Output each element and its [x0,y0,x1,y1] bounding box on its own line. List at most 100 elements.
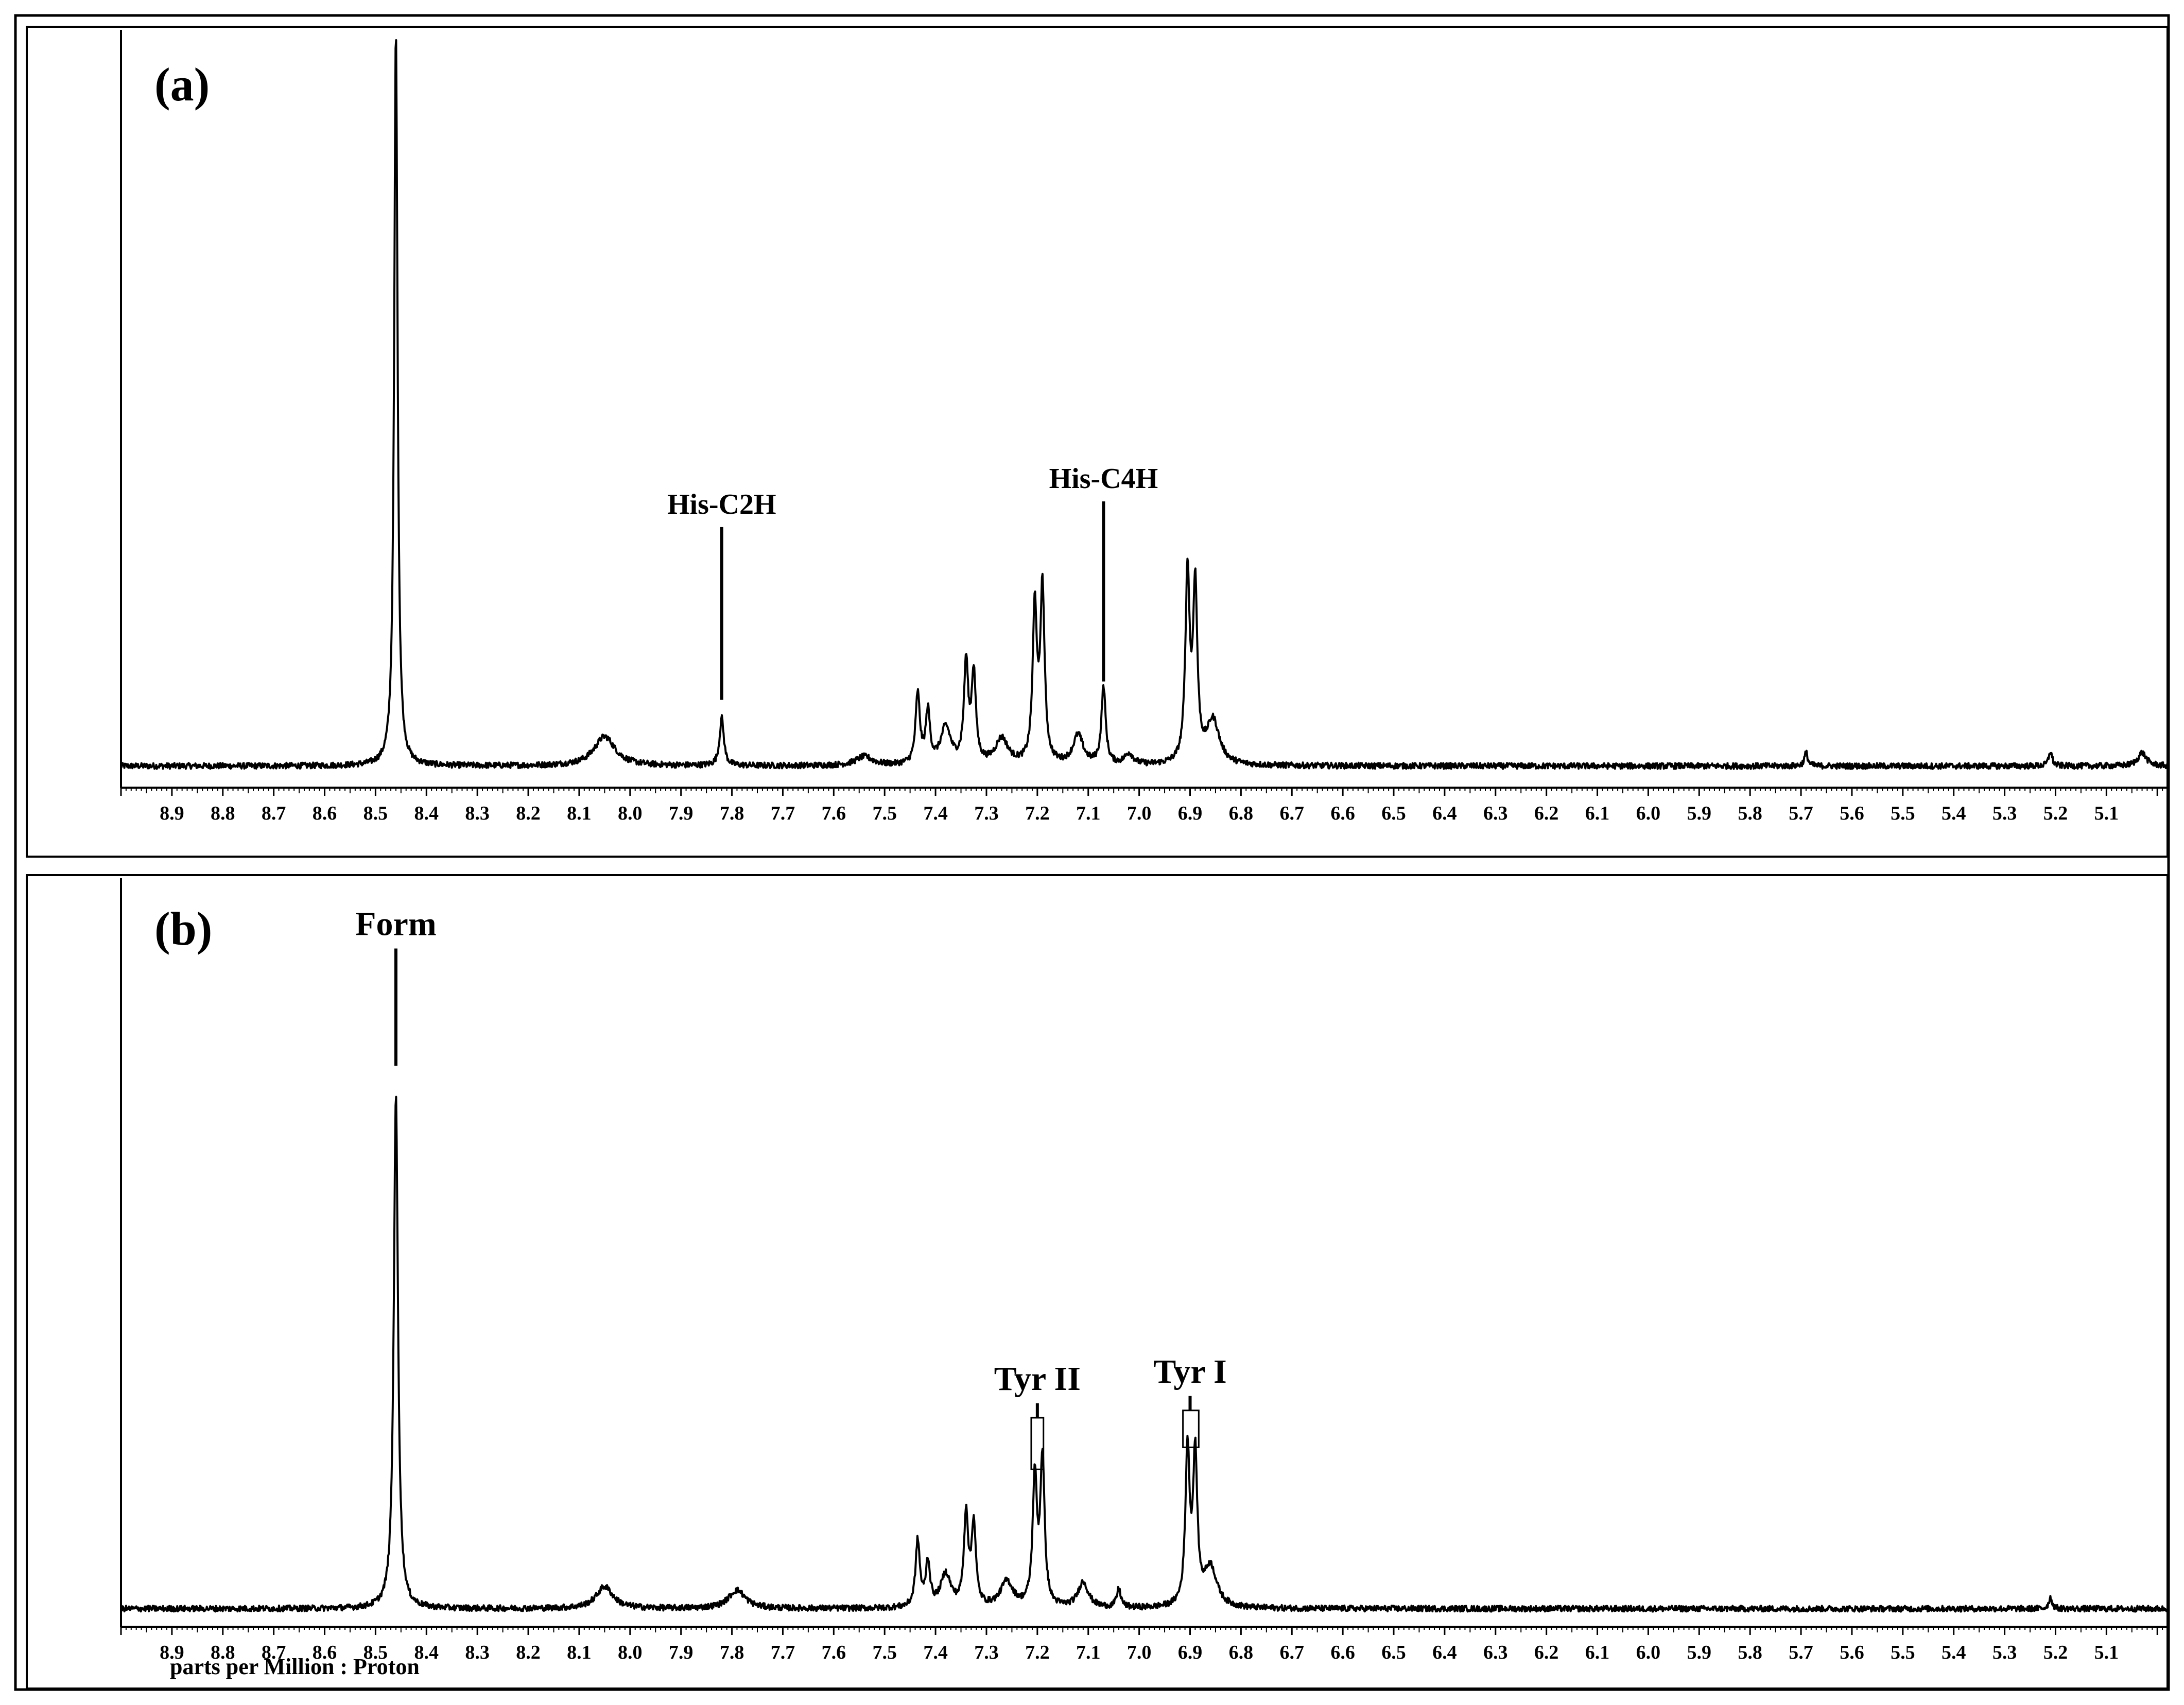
panel-a-tick-label: 5.6 [1840,803,1864,824]
panel-a-tick-label: 8.3 [465,803,490,824]
panel-b-tick-label: 6.0 [1636,1642,1661,1663]
panel-a-ticks: 8.9 8.8 8.7 8.6 8.5 8.4 8.3 8.2 8.1 8.0 7.9 7.8 7.7 7… [120,788,2168,824]
panel-b-tick-label: 6.8 [1229,1642,1254,1663]
panel-a-tick-label: 5.1 [2094,803,2119,824]
panel-a: (a) 8.9 8.8 8.7 8.6 8.5 8.4 8.3 8.2 8.1 8.0 7.9 7.8… [26,26,2169,858]
panel-a-tick-label: 8.1 [567,803,592,824]
panel-b-tick-label: 8.2 [516,1642,541,1663]
panel-a-tick-label: 5.2 [2043,803,2068,824]
panel-b-tick-label: 8.4 [414,1642,439,1663]
panel-b-annotation-bracket [1182,1410,1200,1448]
panel-b: (b) 8.9 8.8 8.7 8.6 8.5 8.4 8.3 8.2 8.1 8.0 7.9 7.8… [26,874,2169,1690]
panel-a-tick-label: 6.3 [1483,803,1508,824]
panel-b-tick-label: 5.2 [2043,1642,2068,1663]
panel-a-tick-label: 5.9 [1687,803,1712,824]
panel-a-tick-label: 8.9 [160,803,184,824]
panel-a-tick-label: 7.2 [1025,803,1050,824]
panel-a-tick-label: 8.2 [516,803,541,824]
panel-b-tick-label: 5.9 [1687,1642,1712,1663]
panel-b-tick-label: 7.4 [923,1642,948,1663]
panel-b-tick-label: 7.0 [1127,1642,1152,1663]
panel-b-tick-label: 8.9 [160,1642,184,1663]
panel-a-peak-label: His-C2H [667,489,776,520]
panel-a-tick-label: 7.3 [974,803,999,824]
panel-a-tick-label: 7.0 [1127,803,1152,824]
panel-a-tick-label: 8.5 [363,803,388,824]
panel-a-tick-label: 7.9 [669,803,694,824]
panel-b-annotations: Form Tyr II Tyr I [355,906,1227,1470]
panel-b-tick-label: 8.3 [465,1642,490,1663]
panel-b-tick-label: 8.0 [618,1642,643,1663]
panel-a-tick-label: 5.7 [1789,803,1813,824]
panel-a-label: (a) [154,58,210,111]
panel-b-tick-label: 7.6 [822,1642,846,1663]
panel-a-tick-label: 6.9 [1178,803,1203,824]
panel-b-tick-label: 6.5 [1381,1642,1406,1663]
panel-b-x-axis-title: parts per Million : Proton [170,1654,420,1679]
panel-a-frame [26,26,2169,858]
panel-b-tick-label: 5.7 [1789,1642,1813,1663]
panel-b-tick-label: 6.3 [1483,1642,1508,1663]
panel-b-tick-label: 8.5 [363,1642,388,1663]
panel-a-tick-label: 6.8 [1229,803,1254,824]
panel-b-tick-label: 7.3 [974,1642,999,1663]
panel-b-tick-label: 5.5 [1891,1642,1915,1663]
panel-a-tick-label: 5.3 [1992,803,2017,824]
panel-b-frame [26,874,2169,1690]
panel-b-tick-label: 7.7 [771,1642,795,1663]
panel-a-tick-label: 8.4 [414,803,439,824]
panel-a-tick-label: 6.0 [1636,803,1661,824]
panel-a-tick-label: 6.6 [1330,803,1355,824]
panel-a-tick-label: 7.8 [720,803,744,824]
panel-a-tick-label: 8.8 [211,803,235,824]
panel-b-spectrum-trace [120,1095,2168,1613]
panel-b-peak-label: Tyr I [1153,1353,1226,1390]
panel-a-tick-label: 8.0 [618,803,643,824]
panel-a-tick-label: 5.5 [1891,803,1915,824]
panel-b-tick-label: 5.6 [1840,1642,1864,1663]
panel-a-tick-label: 7.5 [872,803,897,824]
panel-b-tick-label: 5.4 [1942,1642,1966,1663]
panel-a-tick-label: 6.4 [1432,803,1457,824]
panel-a-tick-label: 6.5 [1381,803,1406,824]
panel-b-tick-label: 7.1 [1076,1642,1101,1663]
panel-a-tick-label: 8.7 [262,803,286,824]
panel-b-tick-label: 5.8 [1738,1642,1762,1663]
panel-a-spectrum-trace [120,39,2169,770]
panel-a-tick-label: 6.1 [1585,803,1610,824]
panel-b-peak-label: Tyr II [994,1360,1081,1398]
panel-a-tick-label: 7.1 [1076,803,1101,824]
panel-a-tick-label: 6.2 [1534,803,1559,824]
panel-b-tick-label: 6.9 [1178,1642,1203,1663]
panel-a-tick-label: 8.6 [313,803,337,824]
panel-b-tick-label: 7.2 [1025,1642,1050,1663]
panel-b-tick-label: 6.4 [1432,1642,1457,1663]
panel-a-tick-label: 7.6 [822,803,846,824]
panel-a-tick-label: 5.4 [1942,803,1966,824]
panel-b-tick-label: 5.3 [1992,1642,2017,1663]
panel-b-tick-label: 6.1 [1585,1642,1610,1663]
panel-b-tick-label: 8.1 [567,1642,592,1663]
panel-b-tick-label: 5.1 [2094,1642,2119,1663]
panel-b-tick-label: 8.7 [262,1642,286,1663]
panel-b-label: (b) [154,902,212,955]
panel-b-tick-label: 8.8 [211,1642,235,1663]
panel-a-tick-label: 6.7 [1280,803,1305,824]
panel-a-peak-label: His-C4H [1049,463,1158,495]
panel-b-tick-label: 8.6 [313,1642,337,1663]
panel-b-annotation-bracket [1030,1417,1045,1470]
panel-b-ticks: 8.9 8.8 8.7 8.6 8.5 8.4 8.3 8.2 8.1 8.0 7.9 7.8 7.7 7… [120,1627,2168,1663]
panel-b-tick-label: 6.2 [1534,1642,1559,1663]
panel-a-tick-label: 7.4 [923,803,948,824]
figure-outer-border [14,14,2170,1691]
panel-a-tick-label: 5.8 [1738,803,1762,824]
panel-a-tick-label: 7.7 [771,803,795,824]
panel-b-tick-label: 6.6 [1330,1642,1355,1663]
panel-b-peak-label: Form [355,906,437,943]
panel-b-tick-label: 6.7 [1280,1642,1305,1663]
panel-b-tick-label: 7.5 [872,1642,897,1663]
panel-a-annotations: His-C2H His-C4H [667,463,1158,700]
panel-b-tick-label: 7.9 [669,1642,694,1663]
panel-b-tick-label: 7.8 [720,1642,744,1663]
